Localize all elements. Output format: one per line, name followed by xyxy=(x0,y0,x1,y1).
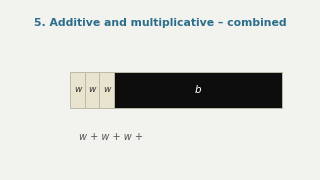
Text: w + w + w +: w + w + w + xyxy=(79,132,143,142)
Bar xyxy=(114,72,282,108)
Bar xyxy=(70,72,85,108)
Bar xyxy=(85,72,99,108)
Bar xyxy=(99,72,114,108)
Text: w: w xyxy=(88,86,96,94)
Text: w: w xyxy=(103,86,110,94)
Text: b: b xyxy=(194,85,201,95)
Text: 5. Additive and multiplicative – combined: 5. Additive and multiplicative – combine… xyxy=(34,18,286,28)
Text: w: w xyxy=(74,86,81,94)
